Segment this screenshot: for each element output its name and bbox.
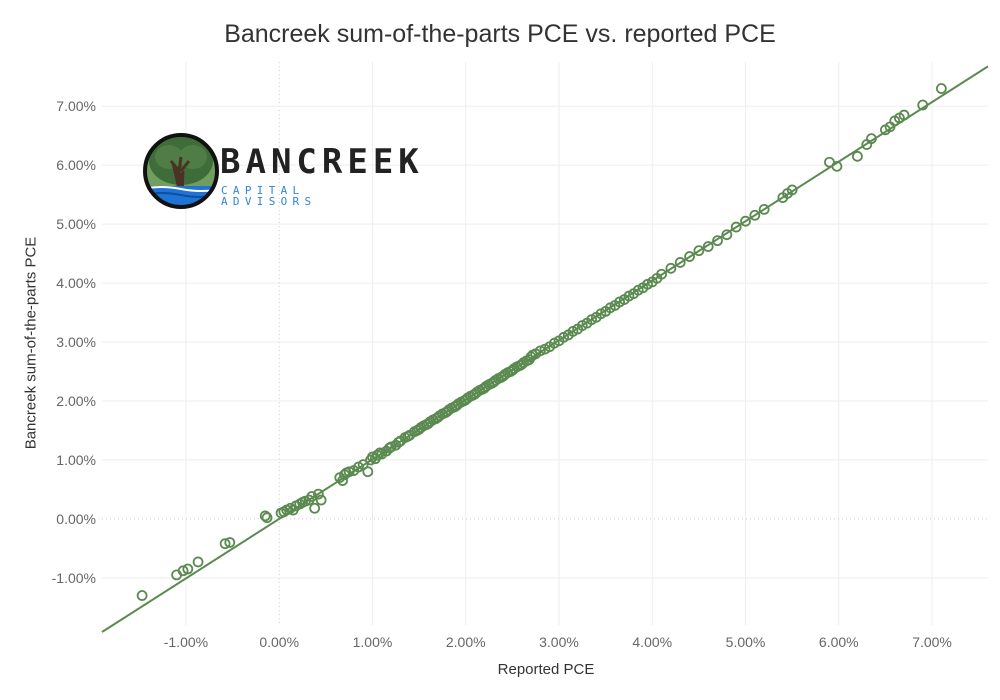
data-point	[177, 565, 189, 577]
x-tick-label: 6.00%	[819, 634, 859, 650]
data-point	[702, 241, 714, 252]
data-point	[192, 556, 204, 568]
data-point	[935, 83, 947, 94]
y-tick-label: 5.00%	[56, 216, 96, 232]
data-point	[684, 251, 695, 262]
y-tick-label: 0.00%	[56, 511, 96, 527]
data-point	[259, 510, 271, 522]
data-point	[362, 466, 374, 478]
data-point	[730, 221, 742, 233]
y-tick-label: 4.00%	[56, 275, 96, 291]
data-point	[866, 133, 877, 145]
data-point	[534, 345, 546, 357]
data-point	[219, 538, 231, 550]
data-point	[721, 229, 733, 241]
y-tick-label: 7.00%	[56, 98, 96, 114]
y-axis-title: Bancreek sum-of-the-parts PCE	[22, 236, 40, 450]
data-point	[309, 502, 321, 514]
data-point	[136, 590, 148, 601]
data-point	[898, 109, 910, 121]
data-point	[917, 99, 929, 111]
x-tick-label: 5.00%	[726, 634, 766, 650]
data-point	[674, 257, 686, 268]
data-point	[740, 215, 751, 227]
data-point	[343, 466, 355, 478]
data-point	[786, 184, 798, 196]
logo-wordmark: BANCREEK	[220, 142, 424, 182]
x-tick-label: 3.00%	[539, 634, 579, 650]
x-axis-title: Reported PCE	[497, 661, 595, 678]
logo-tagline: CAPITAL ADVISORS	[221, 184, 317, 208]
data-point	[312, 488, 324, 500]
chart-title: Bancreek sum-of-the-parts PCE vs. report…	[224, 20, 776, 48]
x-tick-label: 4.00%	[632, 634, 672, 650]
data-point	[758, 203, 770, 215]
data-point	[385, 441, 397, 453]
x-tick-label: 2.00%	[446, 634, 486, 650]
grid-lines	[102, 62, 988, 625]
x-tick-label: 7.00%	[912, 634, 952, 650]
data-point	[315, 494, 327, 506]
y-tick-label: 6.00%	[56, 157, 96, 173]
y-tick-label: 3.00%	[56, 334, 96, 350]
data-point	[693, 245, 705, 257]
data-point	[852, 150, 863, 162]
data-point	[261, 512, 273, 524]
y-tick-label: 2.00%	[56, 393, 96, 409]
data-points	[136, 83, 947, 601]
data-point	[182, 563, 194, 575]
data-point	[224, 537, 236, 548]
data-point	[831, 160, 843, 172]
data-point	[712, 235, 723, 247]
data-point	[306, 491, 318, 502]
y-tick-label: 1.00%	[56, 452, 96, 468]
tree-emblem-icon	[143, 133, 219, 209]
x-tick-label: 1.00%	[353, 634, 393, 650]
x-tick-label: -1.00%	[164, 634, 208, 650]
x-tick-label: 0.00%	[259, 634, 299, 650]
axis-ticks: -1.00% 0.00% 1.00% 2.00% 3.00% 4.00% 5.00% 6.00…	[52, 98, 952, 650]
data-point	[749, 209, 761, 221]
bancreek-logo: BANCREEK CAPITAL ADVISORS	[141, 131, 419, 211]
data-point	[656, 268, 667, 280]
y-tick-label: -1.00%	[52, 570, 96, 586]
data-point	[665, 262, 677, 274]
data-point	[371, 449, 383, 461]
